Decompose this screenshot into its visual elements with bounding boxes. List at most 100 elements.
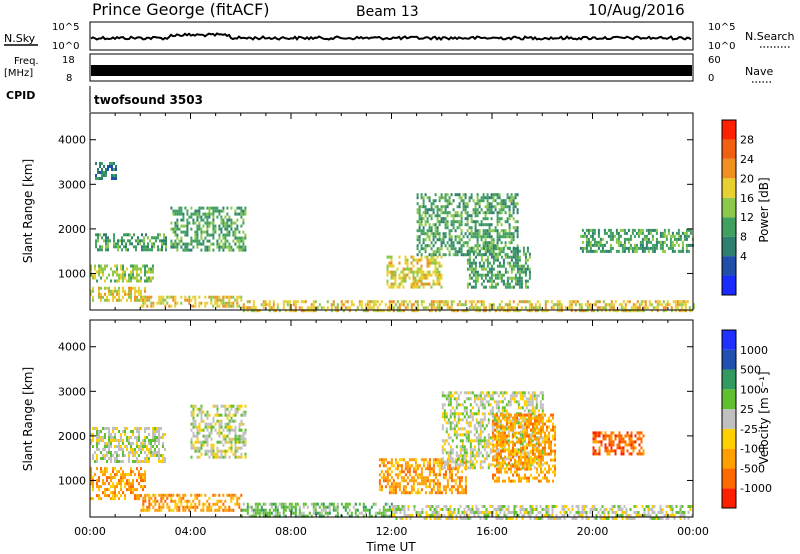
power-axes: 1000 2000 3000 4000	[58, 113, 694, 310]
colorbar-swatch	[722, 349, 736, 370]
echo-band-2	[95, 233, 167, 252]
echo-band-1	[90, 264, 154, 283]
colorbar-tick-label: 4	[740, 250, 747, 263]
colorbar-tick-label: -500	[740, 462, 765, 475]
velocity-colorbar: 1000 500 100 25 -25 -100 -500 -1000	[721, 329, 772, 509]
colorbar-tick-label: 16	[740, 192, 754, 205]
nsky-tick-top: 10^5	[52, 22, 79, 33]
colorbar-tick-label: 28	[740, 133, 754, 146]
colorbar-swatch	[722, 428, 736, 449]
colorbar-swatch	[722, 197, 736, 218]
colorbar-tick-label: 1000	[740, 344, 768, 357]
colorbar-tick-label: 24	[740, 153, 754, 166]
velocity-ylabel: Slant Range [km]	[21, 367, 35, 471]
colorbar-swatch	[722, 488, 736, 508]
echo-band-4	[140, 295, 243, 308]
nsky-panel	[89, 21, 694, 51]
nave-label: Nave	[745, 65, 773, 78]
echo-band-9	[592, 431, 645, 456]
colorbar-tick-label: -25	[740, 423, 758, 436]
date-label: 10/Aug/2016	[588, 1, 685, 19]
freq-trace	[91, 65, 692, 76]
time-tick-label: 00:00	[74, 525, 106, 538]
freq-tick-top: 18	[62, 55, 75, 66]
colorbar-tick-label: 8	[740, 231, 747, 244]
echo-band-10	[579, 228, 694, 253]
echo-band-6	[378, 458, 467, 495]
colorbar-tick-label: 12	[740, 211, 754, 224]
range-tick-label: 2000	[58, 430, 86, 443]
range-tick-label: 4000	[58, 341, 86, 354]
colorbar-swatch	[722, 369, 736, 390]
velocity-colorbar-label: Velocity [m s⁻¹]	[757, 371, 771, 464]
time-tick-label: 04:00	[175, 525, 207, 538]
colorbar-tick-label: 500	[740, 364, 761, 377]
echo-band-5	[170, 206, 247, 252]
nave-tick-bottom: 0	[708, 73, 714, 84]
colorbar-swatch	[722, 139, 736, 159]
colorbar-swatch	[722, 409, 736, 429]
colorbar-swatch	[722, 468, 736, 489]
colorbar-tick-label: -1000	[740, 482, 772, 495]
echo-band-9	[466, 246, 531, 289]
power-colorbar-label: Power [dB]	[757, 177, 771, 242]
colorbar-swatch	[722, 120, 736, 140]
echo-band-3	[190, 404, 247, 459]
range-tick-label: 3000	[58, 178, 86, 191]
echo-band-8	[492, 413, 556, 483]
colorbar-swatch	[722, 178, 736, 198]
echo-band-5	[391, 505, 694, 520]
colorbar-swatch	[722, 236, 736, 257]
colorbar-tick-label: 100	[740, 383, 761, 396]
station-title: Prince George (fitACF)	[92, 0, 270, 19]
nsky-trace	[90, 32, 692, 41]
velocity-data-cells	[90, 391, 694, 520]
echo-band-2	[140, 493, 243, 512]
nave-tick-top: 60	[708, 55, 721, 66]
cpid-label: CPID	[6, 89, 35, 102]
echo-band-3	[95, 162, 117, 180]
echo-band-0	[90, 467, 146, 501]
colorbar-swatch	[722, 330, 736, 350]
range-tick-label: 4000	[58, 134, 86, 147]
beam-label: Beam 13	[356, 4, 419, 20]
nsky-tick-bottom: 10^0	[52, 41, 79, 52]
nsearch-tick-top: 10^5	[708, 22, 735, 33]
time-tick-label: 08:00	[275, 525, 307, 538]
range-tick-label: 3000	[58, 385, 86, 398]
time-tick-label: 20:00	[577, 525, 609, 538]
echo-band-7	[386, 255, 443, 289]
nsky-label: N.Sky	[4, 32, 36, 45]
time-axis-label: Time UT	[365, 540, 416, 554]
range-tick-label: 1000	[58, 267, 86, 280]
freq-tick-bottom: 8	[66, 73, 72, 84]
time-tick-label: 00:00	[677, 525, 709, 538]
power-colorbar: 28 24 20 16 12 8 4	[721, 119, 754, 296]
freq-label: Freq.	[14, 56, 39, 67]
range-tick-label: 2000	[58, 223, 86, 236]
colorbar-swatch	[722, 448, 736, 469]
echo-band-8	[416, 193, 519, 257]
colorbar-tick-label: -100	[740, 443, 765, 456]
colorbar-tick-label: 25	[740, 403, 754, 416]
colorbar-tick-label: 20	[740, 172, 754, 185]
echo-band-6	[240, 300, 695, 313]
freq-panel	[89, 53, 694, 82]
cpid-program: twofsound 3503	[94, 93, 203, 107]
range-tick-label: 1000	[58, 474, 86, 487]
nsearch-tick-bottom: 10^0	[708, 41, 735, 52]
echo-band-1	[90, 427, 166, 463]
colorbar-swatch	[722, 158, 736, 179]
echo-band-7	[441, 391, 544, 470]
velocity-axes: 1000 2000 3000 4000 00:00 04:00 08:00 12:00 16:0…	[58, 320, 709, 538]
colorbar-swatch	[722, 217, 736, 237]
colorbar-swatch	[722, 389, 736, 410]
power-ylabel: Slant Range [km]	[21, 159, 35, 263]
colorbar-swatch	[722, 256, 736, 276]
nsearch-label: N.Search	[745, 30, 795, 43]
time-tick-label: 12:00	[376, 525, 408, 538]
freq-unit: [MHz]	[4, 68, 33, 79]
colorbar-swatch	[722, 275, 736, 295]
time-tick-label: 16:00	[476, 525, 508, 538]
